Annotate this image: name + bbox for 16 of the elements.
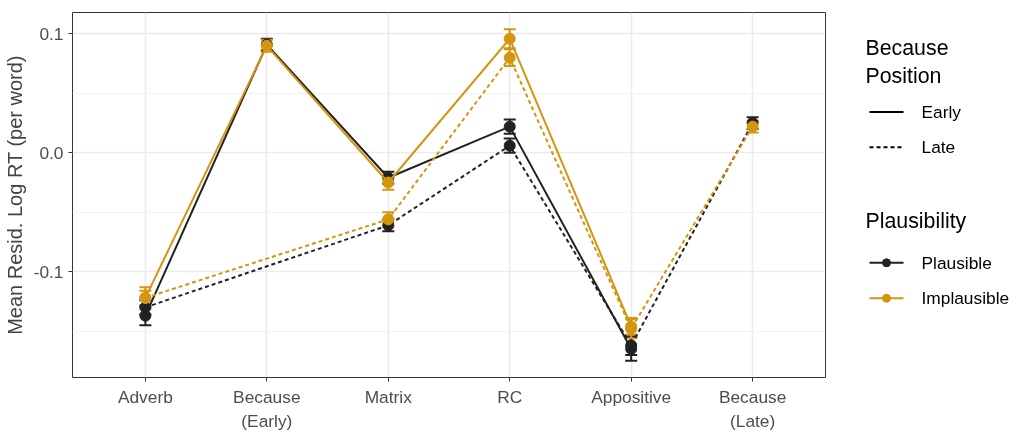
- x-tick-label: Appositive: [591, 386, 672, 407]
- y-tick-label: -0.1: [33, 261, 64, 282]
- text: Plausibility: [865, 208, 967, 233]
- text: Because Position: [865, 36, 949, 88]
- text: Late: [921, 137, 956, 158]
- y-tick-label: 0.0: [39, 142, 64, 163]
- legend-label: Plausible: [921, 252, 992, 273]
- x-tick-label: Adverb: [117, 386, 173, 407]
- x-tick-label: Because (Early): [233, 386, 301, 431]
- x-tick-label: Because (Late): [718, 386, 787, 431]
- y-axis-title: Mean Resid. Log RT (per word): [3, 55, 26, 335]
- x-tick-label: RC: [497, 386, 523, 407]
- text: Early: [921, 101, 962, 122]
- y-tick-label: 0.1: [39, 23, 64, 44]
- legend-label: Implausible: [921, 288, 1010, 309]
- x-tick-label: Matrix: [364, 386, 413, 407]
